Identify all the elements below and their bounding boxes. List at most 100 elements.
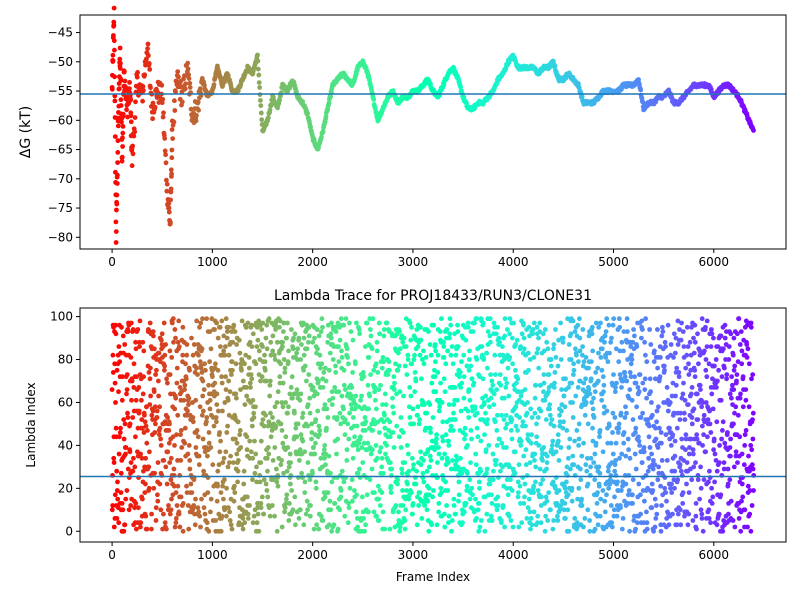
bottom-chart-point — [510, 361, 515, 367]
top-chart-point — [325, 107, 331, 113]
bottom-chart-point — [224, 430, 230, 435]
bottom-chart-point — [594, 501, 600, 506]
bottom-chart-point — [709, 331, 715, 337]
bottom-chart-point — [362, 428, 368, 433]
top-chart-point — [266, 115, 271, 121]
bottom-chart-point — [421, 348, 426, 354]
bottom-chart-point — [524, 516, 530, 521]
bottom-chart-point — [540, 477, 546, 483]
top-chart-point — [115, 160, 120, 166]
bottom-chart-point — [232, 329, 238, 334]
bottom-chart-point — [302, 363, 308, 369]
bottom-chart-point — [338, 316, 344, 322]
bottom-chart-point — [503, 376, 508, 382]
bottom-chart-point — [350, 455, 356, 461]
bottom-chart-point — [565, 507, 571, 513]
bottom-chart-point — [647, 376, 653, 382]
bottom-chart-point — [156, 378, 161, 384]
bottom-chart-point — [344, 447, 350, 453]
bottom-chart-point — [549, 447, 555, 453]
bottom-chart-point — [612, 494, 617, 500]
bottom-chart-point — [433, 389, 439, 395]
bottom-chart-point — [627, 528, 632, 534]
bottom-chart-point — [650, 488, 656, 493]
bottom-chart-point — [408, 393, 414, 399]
top-chart-point — [372, 106, 378, 111]
bottom-chart-point — [181, 397, 187, 403]
bottom-chart-point — [383, 402, 389, 407]
bottom-chart-point — [197, 324, 202, 330]
bottom-chart-point — [143, 455, 149, 461]
bottom-chart-point — [608, 339, 614, 345]
bottom-chart-point — [625, 501, 631, 506]
bottom-chart-point — [377, 503, 383, 508]
bottom-chart-point — [366, 355, 372, 360]
bottom-chart-point — [547, 412, 553, 418]
bottom-chart-point — [664, 385, 670, 390]
bottom-chart-point — [417, 417, 422, 422]
bottom-chart-point — [180, 528, 186, 534]
bottom-chart-point — [446, 513, 452, 519]
bottom-chart-point — [476, 528, 482, 534]
bottom-chart-point — [478, 518, 484, 523]
bottom-chart-point — [664, 458, 670, 463]
bottom-chart-point — [688, 367, 694, 373]
bottom-chart-point — [136, 505, 141, 511]
bottom-chart-point — [742, 507, 748, 513]
bottom-chart-point — [151, 389, 157, 395]
bottom-chart-point — [709, 501, 715, 506]
top-chart-point — [133, 99, 138, 105]
bottom-chart-point — [236, 458, 241, 463]
bottom-chart-point — [509, 428, 514, 433]
bottom-chart-point — [154, 408, 160, 414]
bottom-chart-title: Lambda Trace for PROJ18433/RUN3/CLONE31 — [274, 288, 592, 304]
bottom-chart-point — [685, 344, 691, 349]
bottom-chart-point — [204, 316, 210, 322]
bottom-chart-point — [484, 421, 490, 427]
bottom-chart-point — [354, 423, 360, 429]
bottom-chart-point — [550, 438, 556, 444]
bottom-chart-point — [472, 320, 477, 326]
bottom-chart-point — [548, 363, 554, 369]
bottom-chart-point — [693, 501, 699, 506]
bottom-chart-point — [610, 451, 616, 457]
bottom-chart-point — [261, 511, 267, 517]
bottom-chart-point — [278, 462, 284, 468]
bottom-chart-point — [545, 346, 551, 352]
bottom-chart-point — [745, 346, 751, 352]
bottom-chart-point — [125, 329, 131, 334]
bottom-chart-point — [418, 337, 424, 343]
bottom-chart-point — [284, 335, 289, 341]
bottom-chart-point — [636, 389, 642, 395]
bottom-chart-point — [133, 501, 139, 506]
bottom-chart-point — [589, 324, 595, 330]
bottom-chart-point — [223, 387, 229, 392]
bottom-chart-point — [730, 382, 735, 388]
bottom-chart-point — [695, 477, 701, 483]
bottom-chart-point — [446, 520, 451, 526]
bottom-chart-y-tick-label: 0 — [65, 524, 73, 538]
bottom-chart-point — [501, 417, 507, 422]
bottom-chart-point — [595, 365, 601, 371]
bottom-chart-point — [145, 428, 150, 433]
bottom-chart-point — [662, 485, 668, 491]
bottom-chart-point — [617, 348, 623, 354]
bottom-chart-point — [517, 415, 522, 420]
bottom-chart-point — [248, 372, 254, 377]
bottom-chart-point — [652, 462, 658, 468]
top-chart-x-tick-label: 1000 — [197, 255, 228, 269]
bottom-chart-point — [427, 453, 433, 459]
bottom-chart-point — [339, 468, 345, 474]
top-chart-point — [196, 107, 202, 113]
bottom-chart-point — [123, 496, 129, 502]
bottom-chart-point — [615, 479, 620, 485]
bottom-chart-point — [307, 395, 313, 401]
bottom-chart-point — [531, 490, 536, 495]
bottom-chart-point — [609, 335, 614, 341]
top-chart-x-tick-label: 6000 — [699, 255, 730, 269]
bottom-chart-point — [623, 404, 628, 410]
bottom-chart-point — [487, 333, 493, 339]
bottom-chart-point — [301, 367, 306, 373]
bottom-chart-point — [484, 470, 489, 476]
bottom-chart-point — [326, 453, 332, 459]
